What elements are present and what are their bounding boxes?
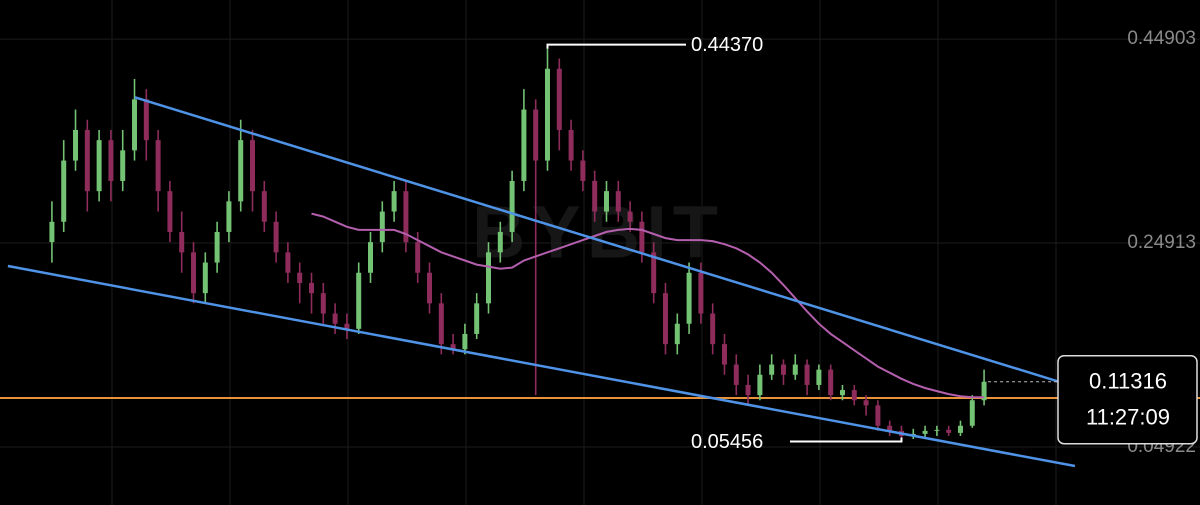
candle-body <box>686 272 692 324</box>
candle-body <box>73 129 79 161</box>
candle-body <box>273 221 279 253</box>
candle-body <box>179 231 185 253</box>
candle-body <box>379 211 385 243</box>
candle-body <box>922 430 928 434</box>
candle-body <box>261 191 267 222</box>
candle-body <box>934 429 940 431</box>
candle-body <box>474 303 480 334</box>
candle-body <box>981 381 987 401</box>
candle-body <box>250 140 256 192</box>
candle-body <box>568 129 574 161</box>
vertical-grid <box>111 0 1057 505</box>
candle-body <box>698 272 704 314</box>
price-box <box>1057 354 1198 445</box>
candle-body <box>521 109 527 181</box>
candle-body <box>651 252 657 294</box>
candle-body <box>780 364 786 375</box>
candle-body <box>391 191 397 212</box>
candle-body <box>745 384 751 396</box>
candle-body <box>426 272 432 304</box>
candle-body <box>969 400 975 426</box>
candle-body <box>120 150 126 181</box>
candle-body <box>580 160 586 181</box>
candle-body <box>238 140 244 202</box>
candle-body <box>462 333 468 350</box>
candle-body <box>674 323 680 345</box>
candle-body <box>733 364 739 385</box>
candle-body <box>356 272 362 329</box>
candle-body <box>533 109 539 161</box>
candle-body <box>946 429 952 433</box>
candle-body <box>285 252 291 273</box>
candle-body <box>887 425 893 431</box>
candle-body <box>332 313 338 324</box>
candle-body <box>721 344 727 365</box>
candle-body <box>839 390 845 396</box>
y-tick-label: 0.24913 <box>1127 232 1196 253</box>
candle-body <box>438 303 444 345</box>
candle-body <box>143 99 149 141</box>
candle-body <box>415 242 421 273</box>
high-label: 0.44370 <box>691 34 763 56</box>
candle-body <box>627 211 633 222</box>
low-marker <box>790 437 903 443</box>
candle-body <box>132 99 138 151</box>
candle-body <box>191 252 197 294</box>
candle-body <box>509 180 515 232</box>
candle-body <box>96 140 102 192</box>
candle-body <box>403 191 409 243</box>
candle-body <box>863 400 869 406</box>
candle-body <box>202 262 208 294</box>
candle-body <box>556 68 562 130</box>
candle-body <box>757 374 763 396</box>
candle-body <box>344 323 350 329</box>
trendline <box>134 96 1060 384</box>
candle-body <box>544 68 550 161</box>
candle-body <box>769 364 775 375</box>
trendline <box>7 264 1076 468</box>
candle-body <box>710 313 716 345</box>
candle-body <box>851 390 857 401</box>
candle-body <box>615 191 621 212</box>
candle-body <box>816 369 822 385</box>
candle-body <box>84 129 90 192</box>
candle-body <box>792 364 798 375</box>
candle-body <box>592 180 598 212</box>
candle-body <box>662 293 668 345</box>
candle-body <box>226 201 232 232</box>
candle-body <box>49 221 55 243</box>
high-marker <box>546 43 686 49</box>
candle-body <box>214 231 220 263</box>
candle-body <box>485 252 491 304</box>
countdown: 11:27:09 <box>1086 405 1170 430</box>
candle-body <box>61 160 67 222</box>
candle-body <box>450 344 456 350</box>
candle-body <box>497 231 503 253</box>
candle-body <box>320 293 326 314</box>
candle-body <box>368 242 374 273</box>
low-label: 0.05456 <box>691 431 763 453</box>
candle-body <box>155 140 161 192</box>
last-price: 0.11316 <box>1089 369 1167 394</box>
y-tick-label: 0.44903 <box>1127 28 1196 49</box>
candle-body <box>108 140 114 181</box>
moving-average <box>311 212 985 399</box>
candle-body <box>297 272 303 283</box>
candle-body <box>957 425 963 433</box>
candle-body <box>639 221 645 253</box>
candle-body <box>804 364 810 385</box>
candle-body <box>603 191 609 212</box>
candle-body <box>828 369 834 396</box>
candle-body <box>875 405 881 426</box>
candle-body <box>167 191 173 232</box>
candle-body <box>309 282 315 294</box>
